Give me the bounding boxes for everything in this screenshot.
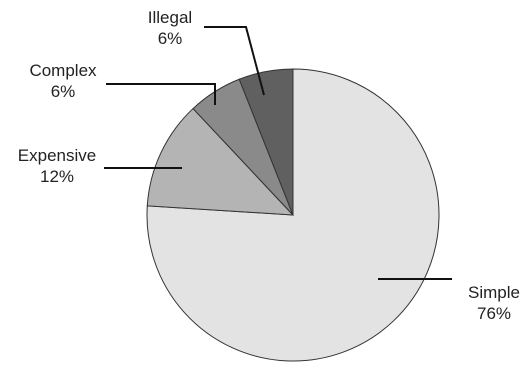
slice-value-expensive: 12% (40, 167, 74, 186)
slice-label-complex: Complex (29, 61, 97, 80)
leader-lines (104, 26, 452, 280)
pie-slice-expensive (146, 107, 295, 216)
slice-label-simple: Simple (468, 283, 520, 302)
slice-value-complex: 6% (51, 82, 76, 101)
slice-labels: Simple 76% Expensive 12% Complex 6% Illegal 6% (18, 8, 520, 323)
slice-label-expensive: Expensive (18, 146, 96, 165)
leader-line-complex (106, 83, 216, 105)
slice-value-illegal: 6% (158, 29, 183, 48)
pie-slice-illegal (238, 68, 294, 216)
slice-label-illegal: Illegal (148, 8, 192, 27)
slice-value-simple: 76% (477, 304, 511, 323)
leader-line-illegal (204, 26, 265, 96)
pie-slices (146, 68, 440, 362)
